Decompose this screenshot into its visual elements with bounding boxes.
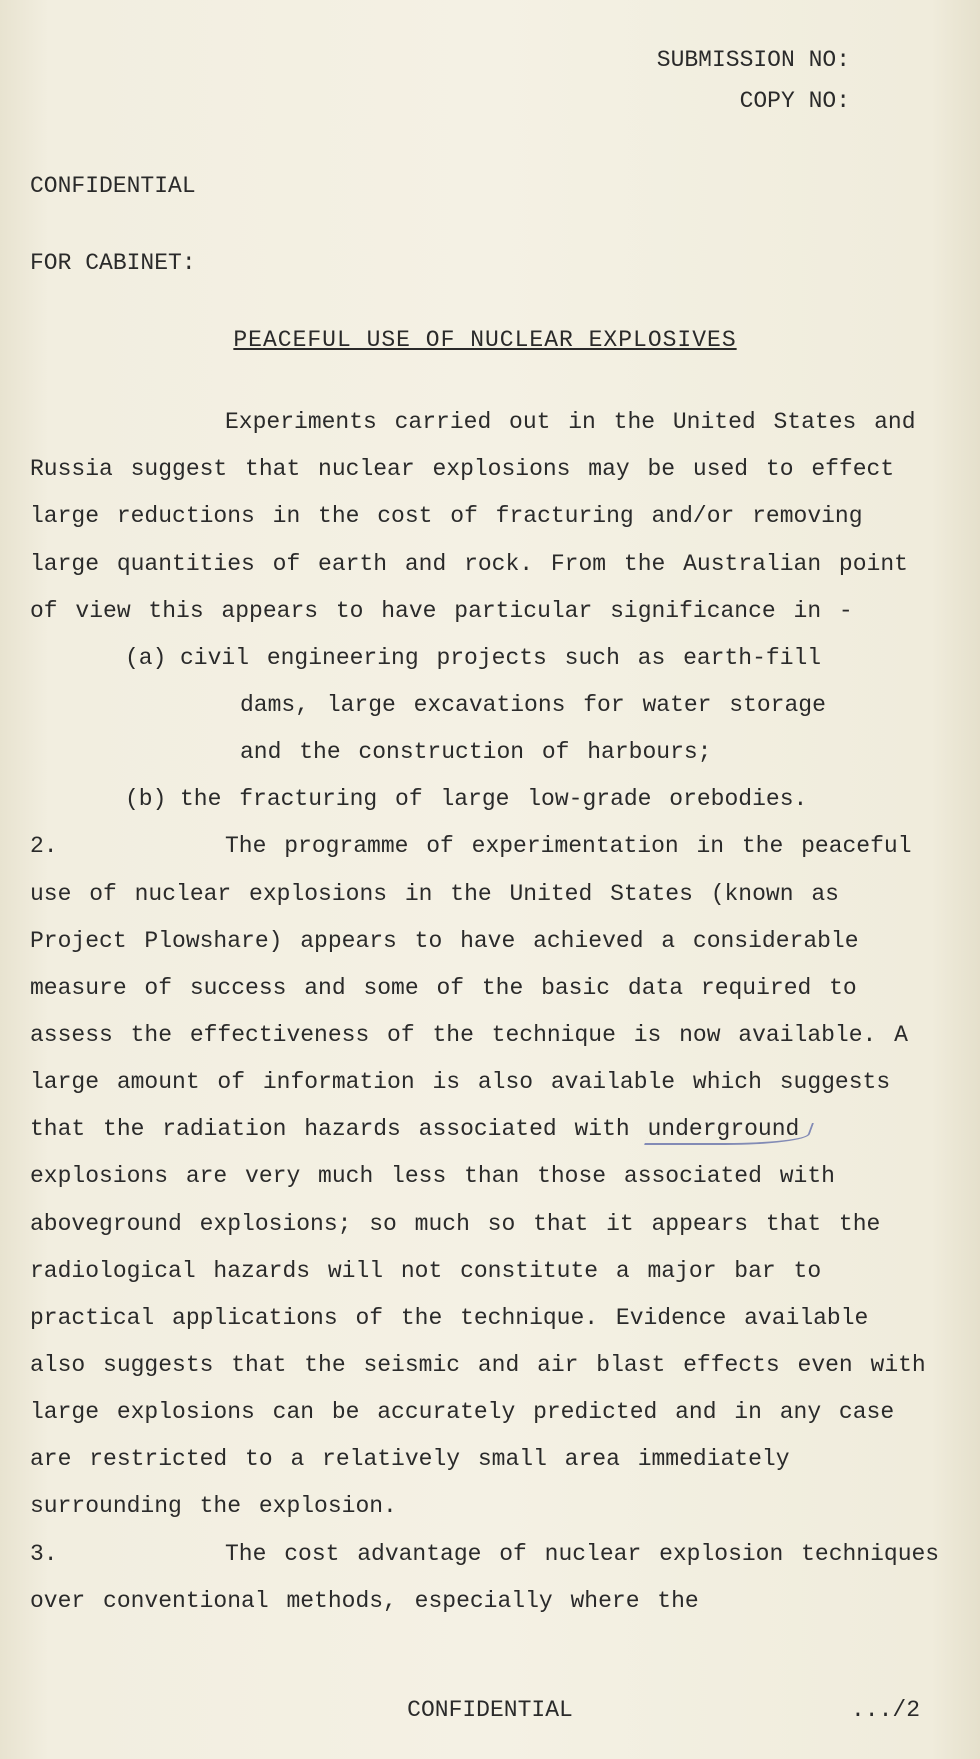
document-page: SUBMISSION NO: COPY NO: CONFIDENTIAL FOR…	[0, 0, 980, 1759]
list-a-line1: civil engineering projects such as earth…	[180, 645, 821, 671]
paragraph-3: 3.The cost advantage of nuclear explosio…	[30, 1531, 940, 1625]
submission-no-label: SUBMISSION NO:	[30, 40, 850, 81]
list-item-b: (b)the fracturing of large low-grade ore…	[125, 776, 940, 823]
paragraph-1: Experiments carried out in the United St…	[30, 399, 940, 635]
header-right-block: SUBMISSION NO: COPY NO:	[30, 40, 940, 123]
para3-number: 3.	[30, 1531, 225, 1578]
list-marker-b: (b)	[125, 776, 180, 823]
recipient-line: FOR CABINET:	[30, 240, 940, 287]
list-item-a: (a)civil engineering projects such as ea…	[125, 635, 940, 776]
copy-no-label: COPY NO:	[30, 81, 850, 122]
para2-text-before: The programme of experimentation in the …	[30, 833, 912, 1142]
para1-text: Experiments carried out in the United St…	[30, 409, 916, 624]
para2-text-after: explosions are very much less than those…	[30, 1163, 926, 1519]
classification-bottom: CONFIDENTIAL	[0, 1687, 980, 1734]
paragraph-2: 2.The programme of experimentation in th…	[30, 823, 940, 1530]
para2-number: 2.	[30, 823, 225, 870]
page-continuation: .../2	[851, 1687, 920, 1734]
list-b-line1: the fracturing of large low-grade orebod…	[180, 786, 807, 812]
list-a-line2: dams, large excavations for water storag…	[240, 682, 940, 729]
document-title: PEACEFUL USE OF NUCLEAR EXPLOSIVES	[30, 317, 940, 364]
list-marker-a: (a)	[125, 635, 180, 682]
list-a-line3: and the construction of harbours;	[240, 729, 940, 776]
classification-top: CONFIDENTIAL	[30, 163, 940, 210]
sub-list: (a)civil engineering projects such as ea…	[125, 635, 940, 824]
handwritten-underline-annotation: underground	[648, 1116, 800, 1142]
